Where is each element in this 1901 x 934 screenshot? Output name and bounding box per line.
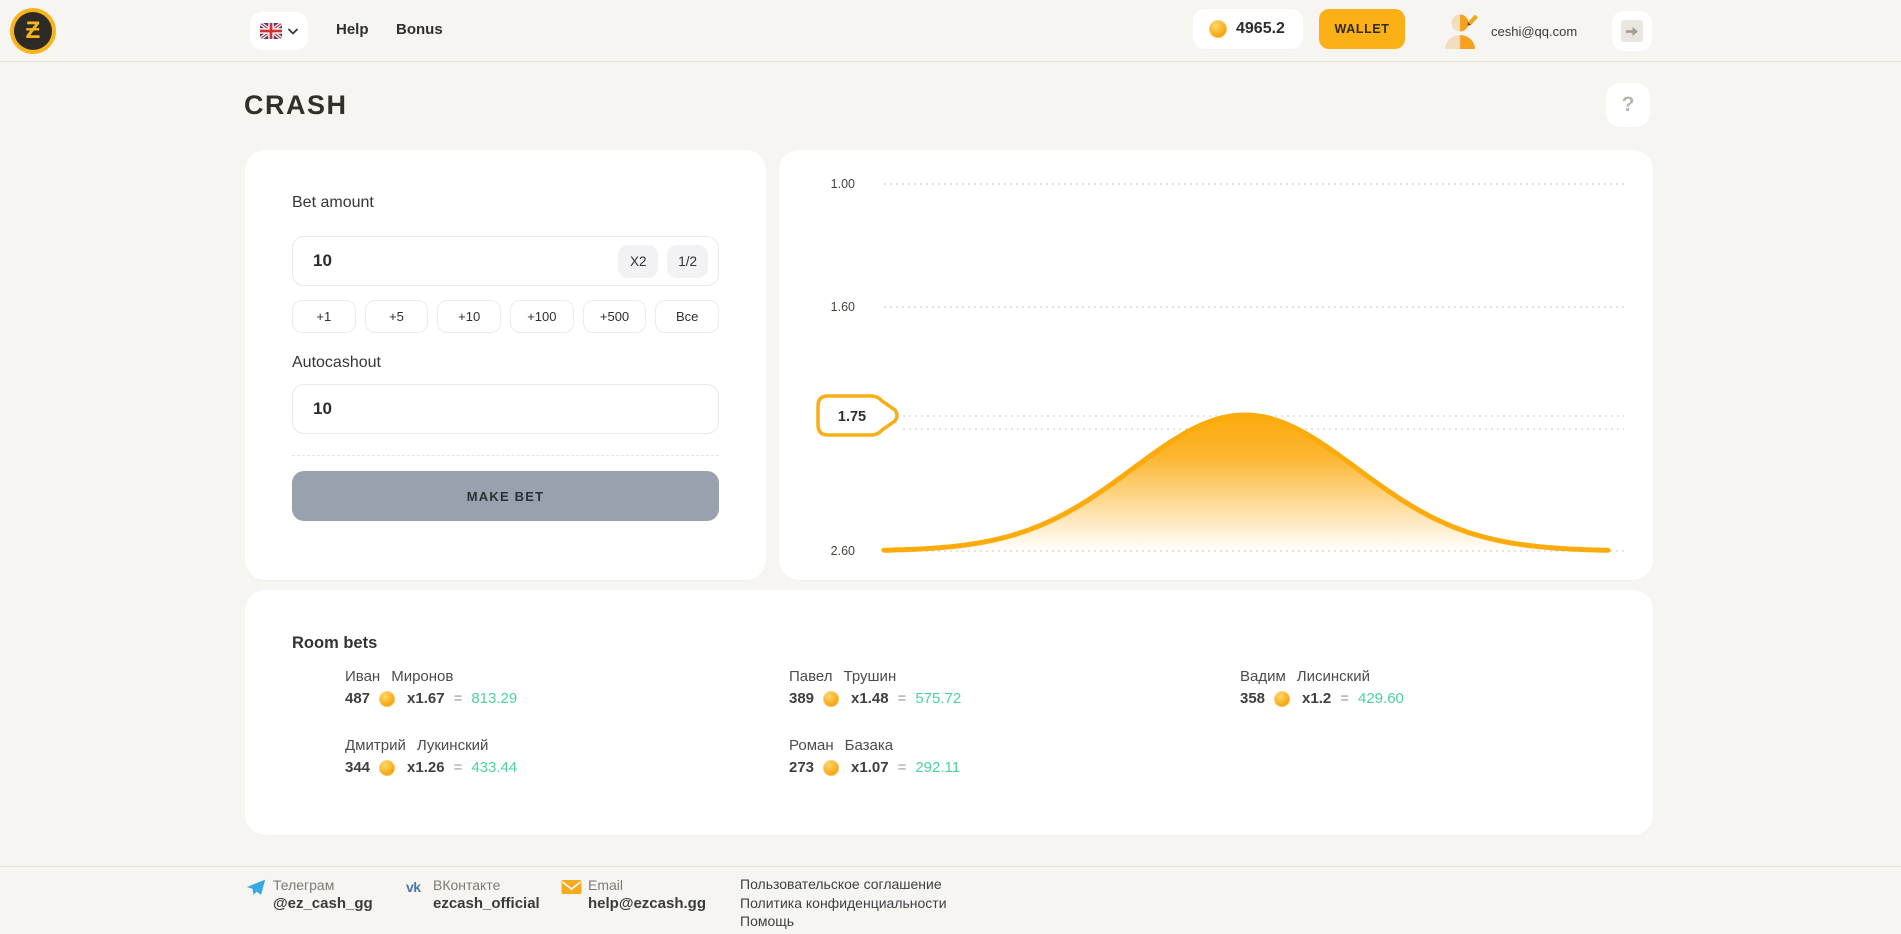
add-100-button[interactable]: +100 (510, 300, 574, 333)
telegram-link[interactable]: Телеграм @ez_cash_gg (246, 877, 373, 912)
coin-icon (823, 759, 840, 776)
email-link[interactable]: Email help@ezcash.gg (561, 877, 706, 912)
crash-chart-panel: 1.00 1.60 2.60 1.75 (779, 150, 1653, 580)
bet-entry: Павел Трушин 389 x1.48 = 575.72 (789, 668, 962, 707)
coin-icon (1209, 20, 1227, 38)
autocashout-input[interactable]: 10 (292, 384, 719, 434)
bet-result: 429.60 (1358, 690, 1404, 707)
add-5-button[interactable]: +5 (364, 300, 429, 333)
user-avatar[interactable] (1440, 9, 1482, 51)
room-bets-panel: Room bets Иван Миронов 487 x1.67 = 813.29… (245, 590, 1653, 835)
all-in-button[interactable]: Все (655, 300, 720, 333)
terms-link[interactable]: Пользовательское соглашение (740, 876, 942, 892)
room-bets-title: Room bets (292, 634, 378, 652)
autocashout-marker-tag: 1.75 (816, 394, 899, 437)
brand-logo-icon: Ƶ (14, 12, 52, 50)
coin-icon (379, 759, 396, 776)
coin-icon (1274, 690, 1291, 707)
bet-amount: 273 (789, 759, 815, 776)
bet-multiplier: x1.07 (851, 759, 889, 776)
game-help-button[interactable]: ? (1606, 83, 1650, 127)
bet-amount: 487 (345, 690, 371, 707)
multiplier-chart: 1.00 1.60 2.60 1.75 (816, 177, 1624, 558)
half-bet-button[interactable]: 1/2 (667, 244, 708, 278)
email-icon (561, 879, 582, 900)
edit-pencil-icon (1467, 14, 1478, 26)
coin-icon (379, 690, 396, 707)
autocashout-label: Autocashout (292, 354, 381, 371)
balance-amount: 4965.2 (1236, 20, 1285, 37)
vk-link[interactable]: vk ВКонтакте ezcash_official (406, 877, 540, 912)
nav-bonus-link[interactable]: Bonus (396, 21, 443, 38)
bet-panel: Bet amount 10 X2 1/2 +1 +5 +10 +100 +500… (245, 150, 766, 580)
wallet-button[interactable]: WALLET (1319, 9, 1405, 49)
vk-icon: vk (406, 879, 421, 895)
bet-result: 292.11 (915, 759, 961, 776)
y-tick-2-60: 2.60 (831, 544, 855, 558)
room-bets-grid: Иван Миронов 487 x1.67 = 813.29 Павел Труш… (345, 668, 1404, 776)
bet-amount-value: 10 (313, 251, 332, 270)
quick-add-row: +1 +5 +10 +100 +500 Все (292, 300, 720, 333)
bet-entry: Иван Миронов 487 x1.67 = 813.29 (345, 668, 518, 707)
bet-multiplier: x1.48 (851, 690, 889, 707)
bet-multiplier: x1.2 (1302, 690, 1332, 707)
brand-logo[interactable]: Ƶ (10, 8, 56, 54)
bell-curve-line (881, 412, 1611, 553)
bell-curve-area (884, 415, 1608, 553)
bet-result: 575.72 (915, 690, 962, 707)
help-link[interactable]: Помощь (740, 913, 795, 929)
bet-entry: Вадим Лисинский 358 x1.2 = 429.60 (1240, 668, 1404, 707)
logout-button[interactable] (1612, 11, 1652, 51)
bet-entry: Дмитрий Лукинский 344 x1.26 = 433.44 (345, 737, 518, 776)
page-title: CRASH (244, 90, 348, 120)
coin-icon (823, 690, 840, 707)
uk-flag-icon (260, 23, 282, 39)
double-bet-button[interactable]: X2 (618, 244, 659, 278)
marker-value: 1.75 (838, 409, 866, 425)
nav-help-link[interactable]: Help (336, 21, 369, 38)
language-selector[interactable] (250, 12, 308, 50)
panel-divider (292, 455, 719, 456)
y-tick-1-60: 1.60 (831, 300, 855, 314)
bet-result: 433.44 (471, 759, 518, 776)
balance-display: 4965.2 (1193, 9, 1303, 49)
bet-amount: 358 (1240, 690, 1266, 707)
bet-multiplier: x1.67 (407, 690, 445, 707)
bet-multiplier: x1.26 (407, 759, 445, 776)
logout-arrow-icon (1621, 20, 1643, 42)
add-500-button[interactable]: +500 (582, 300, 647, 333)
chevron-down-icon (288, 28, 298, 35)
bet-amount: 389 (789, 690, 815, 707)
add-1-button[interactable]: +1 (292, 300, 356, 333)
add-10-button[interactable]: +10 (437, 300, 502, 333)
top-bar: Ƶ Help Bonus 4965.2 WALLET (0, 0, 1901, 62)
user-email: ceshi@qq.com (1491, 24, 1578, 39)
make-bet-button[interactable]: MAKE BET (292, 471, 719, 521)
bet-entry: Роман Базака 273 x1.07 = 292.11 (789, 737, 961, 776)
bet-amount-label: Bet amount (292, 194, 374, 211)
y-tick-1-00: 1.00 (831, 177, 855, 191)
footer: Телеграм @ez_cash_gg vk ВКонтакте ezcash… (0, 866, 1901, 934)
footer-links: Пользовательское соглашение Политика кон… (740, 875, 947, 931)
bet-amount-input[interactable]: 10 X2 1/2 (292, 236, 719, 286)
bet-amount: 344 (345, 759, 371, 776)
autocashout-value: 10 (313, 399, 332, 418)
telegram-icon (246, 879, 266, 901)
privacy-link[interactable]: Политика конфиденциальности (740, 894, 947, 911)
bet-result: 813.29 (471, 690, 518, 707)
